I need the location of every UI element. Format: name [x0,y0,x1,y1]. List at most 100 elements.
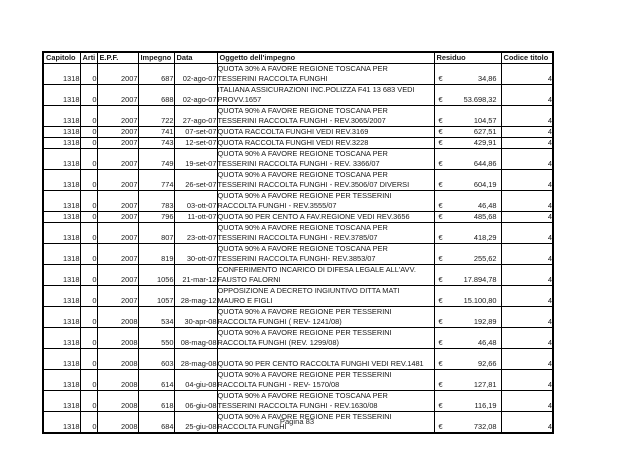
cell-epf: 2007 [96,243,139,265]
cell-capitolo: 1318 [42,327,81,349]
cell-codice: 4 [500,126,554,138]
residuo-amount: 116,19 [474,401,497,410]
cell-oggetto: QUOTA 90% A FAVORE REGIONE PER TESSERINI… [216,369,435,391]
cell-residuo: €429,91 [433,137,502,149]
residuo-amount: 127,81 [473,380,497,389]
cell-epf: 2008 [96,306,139,328]
table-row: 1318 0 2007 774 26-set-07 QUOTA 90% A FAVORE … [42,169,554,191]
cell-capitolo: 1318 [42,285,81,307]
cell-data: 19-set-07 [173,148,218,170]
euro-symbol: € [438,296,443,305]
cell-impegno: 783 [137,190,175,212]
table-row: 1318 0 2007 819 30-ott-07 QUOTA 90% A FAVORE … [42,243,554,265]
euro-symbol: € [438,201,443,210]
cell-data: 02-ago-07 [173,84,218,106]
cell-epf: 2007 [96,222,139,244]
cell-epf: 2007 [96,105,139,127]
table-header-row: Capitolo Arti E.P.F. Impegno Data Oggett… [42,51,554,64]
cell-impegno: 534 [137,306,175,328]
cell-data: 03-ott-07 [173,190,218,212]
cell-residuo: €17.894,78 [433,264,502,286]
euro-symbol: € [438,338,443,347]
cell-codice: 4 [500,327,554,349]
euro-symbol: € [438,116,443,125]
cell-codice: 4 [500,390,554,412]
cell-impegno: 1056 [137,264,175,286]
cell-residuo: €15.100,80 [433,285,502,307]
cell-capitolo: 1318 [42,84,81,106]
cell-residuo: €127,81 [433,369,502,391]
cell-codice: 4 [500,348,554,370]
cell-impegno: 743 [137,137,175,149]
table-row: 1318 0 2008 684 25-giu-08 QUOTA 90% A FAVORE … [42,411,554,434]
residuo-amount: 627,51 [473,127,497,137]
residuo-amount: 485,68 [473,212,497,222]
table-row: 1318 0 2008 550 08-mag-08 QUOTA 90% A FAVORE … [42,327,554,349]
euro-symbol: € [438,74,443,83]
cell-residuo: €604,19 [433,169,502,191]
cell-capitolo: 1318 [42,369,81,391]
euro-symbol: € [438,380,443,389]
euro-symbol: € [438,212,443,222]
cell-oggetto: OPPOSIZIONE A DECRETO INGIUNTIVO DITTA M… [216,285,435,307]
cell-codice: 4 [500,222,554,244]
cell-arti: 0 [79,390,98,412]
cell-residuo: €92,66 [433,348,502,370]
residuo-amount: 17.894,78 [463,275,497,284]
cell-epf: 2007 [96,126,139,138]
cell-codice: 4 [500,285,554,307]
table-row: 1318 0 2008 614 04-giu-08 QUOTA 90% A FAVORE … [42,369,554,391]
residuo-amount: 46,48 [478,201,497,210]
cell-capitolo: 1318 [42,243,81,265]
cell-impegno: 550 [137,327,175,349]
cell-arti: 0 [79,105,98,127]
column-header-epf: E.P.F. [96,51,139,64]
cell-residuo: €116,19 [433,390,502,412]
cell-impegno: 741 [137,126,175,138]
cell-epf: 2008 [96,327,139,349]
cell-data: 28-mag-08 [173,348,218,370]
cell-oggetto: ITALIANA ASSICURAZIONI INC.POLIZZA F41 1… [216,84,435,106]
cell-codice: 4 [500,369,554,391]
cell-oggetto: QUOTA 90% A FAVORE REGIONE TOSCANA PER T… [216,148,435,170]
cell-residuo: €192,89 [433,306,502,328]
cell-arti: 0 [79,348,98,370]
cell-impegno: 722 [137,105,175,127]
cell-impegno: 688 [137,84,175,106]
cell-arti: 0 [79,148,98,170]
cell-oggetto: QUOTA 90% A FAVORE REGIONE PER TESSERINI… [216,190,435,212]
cell-arti: 0 [79,369,98,391]
table-row: 1318 0 2007 796 11-ott-07 QUOTA 90 PER CENTO … [42,211,554,223]
cell-residuo: €418,29 [433,222,502,244]
cell-impegno: 774 [137,169,175,191]
table-row: 1318 0 2007 1057 28-mag-12 OPPOSIZIONE A DECR… [42,285,554,307]
residuo-amount: 192,89 [473,317,497,326]
cell-impegno: 796 [137,211,175,223]
column-header-arti: Arti [79,51,98,64]
cell-impegno: 807 [137,222,175,244]
cell-arti: 0 [79,63,98,85]
cell-codice: 4 [500,148,554,170]
residuo-amount: 418,29 [473,233,497,242]
cell-oggetto: QUOTA 90 PER CENTO RACCOLTA FUNGHI VEDI … [216,348,435,370]
euro-symbol: € [438,95,443,104]
cell-arti: 0 [79,169,98,191]
cell-data: 27-ago-07 [173,105,218,127]
cell-oggetto: QUOTA 90% A FAVORE REGIONE TOSCANA PER T… [216,222,435,244]
cell-oggetto: QUOTA RACCOLTA FUNGHI VEDI REV.3169 [216,126,435,138]
cell-oggetto: QUOTA 30% A FAVORE REGIONE TOSCANA PER T… [216,63,435,85]
residuo-amount: 644,86 [473,159,497,168]
cell-epf: 2007 [96,211,139,223]
cell-epf: 2008 [96,411,139,434]
cell-epf: 2007 [96,148,139,170]
cell-data: 11-ott-07 [173,211,218,223]
table-row: 1318 0 2008 603 28-mag-08 QUOTA 90 PER CENTO… [42,348,554,370]
cell-capitolo: 1318 [42,411,81,434]
column-header-data: Data [173,51,218,64]
cell-impegno: 684 [137,411,175,434]
cell-impegno: 603 [137,348,175,370]
cell-data: 23-ott-07 [173,222,218,244]
cell-codice: 4 [500,63,554,85]
cell-capitolo: 1318 [42,148,81,170]
